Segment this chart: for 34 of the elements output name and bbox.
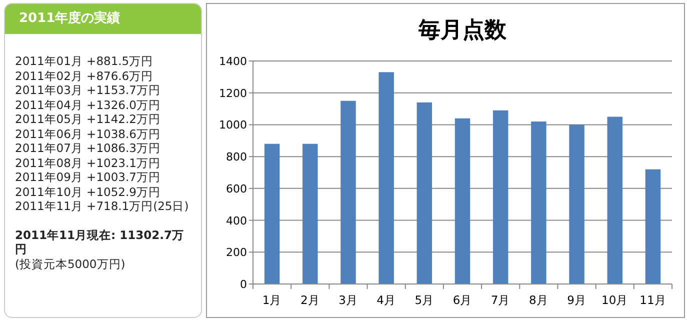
text: 2011年02月 +876.6万円 <box>15 68 154 83</box>
x-tick-label: 7月 <box>490 293 510 307</box>
text: 2011年10月 +1052.9万円 <box>15 184 162 199</box>
x-tick-label: 4月 <box>376 293 396 307</box>
text: 2011年05月 +1142.2万円 <box>15 112 162 126</box>
y-tick-label: 1000 <box>219 118 247 132</box>
x-tick-label: 10月 <box>602 293 628 307</box>
x-tick-label: 1月 <box>262 293 282 307</box>
text: 2011年11月 +718.1万円(25日) <box>15 199 190 214</box>
y-tick-label: 1400 <box>219 55 247 68</box>
text: 2011年08月 +1023.1万円 <box>15 156 162 170</box>
x-tick-label: 8月 <box>529 293 548 307</box>
text: 2011年01月 +881.5万円 <box>15 54 154 68</box>
text: (投資元本5000万円) <box>15 256 126 271</box>
text: 2011年03月 +1153.7万円 <box>15 83 162 98</box>
y-tick-label: 1200 <box>219 86 247 100</box>
text: 2011年06月 +1038.6万円 <box>15 126 162 141</box>
y-tick-label: 0 <box>240 278 247 291</box>
x-tick-label: 3月 <box>338 293 358 307</box>
y-tick-label: 400 <box>226 214 247 228</box>
x-tick-label: 2月 <box>300 293 320 307</box>
y-tick-label: 200 <box>226 246 247 260</box>
text: 2011年09月 +1003.7万円 <box>15 170 162 184</box>
text: 2011年04月 +1326.0万円 <box>15 98 162 112</box>
x-tick-label: 9月 <box>567 293 586 307</box>
x-tick-label: 11月 <box>640 293 666 307</box>
x-tick-label: 5月 <box>414 293 434 307</box>
x-tick-label: 6月 <box>452 293 472 307</box>
text: 2011年07月 +1086.3万円 <box>15 141 162 156</box>
text: 2011年11月現在: 11302.7万円 <box>15 228 185 256</box>
y-tick-label: 600 <box>226 182 247 196</box>
text: 2011年度の実績 <box>5 4 201 34</box>
chart-title: 毎月点数 <box>418 17 508 43</box>
y-tick-label: 800 <box>226 150 247 164</box>
